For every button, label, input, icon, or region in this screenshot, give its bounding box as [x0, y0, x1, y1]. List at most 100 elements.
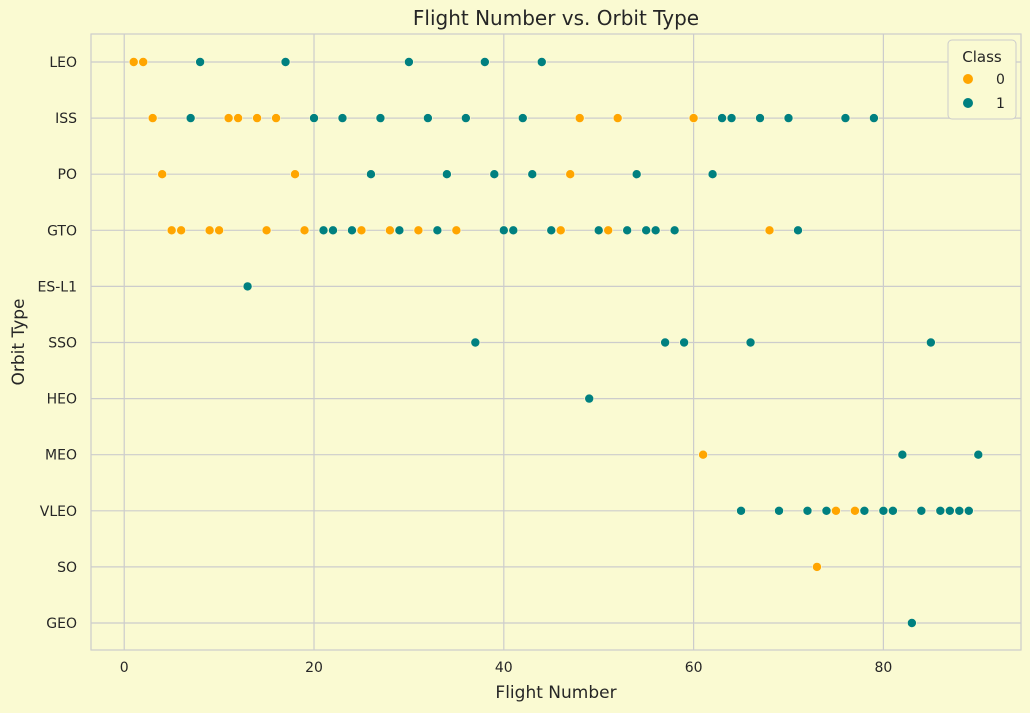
data-point-class-1 [745, 337, 756, 348]
data-point-class-0 [574, 113, 585, 124]
data-point-class-1 [679, 337, 690, 348]
data-point-class-1 [242, 281, 253, 292]
data-point-class-1 [897, 449, 908, 460]
data-point-class-0 [252, 113, 263, 124]
data-point-class-1 [195, 57, 206, 68]
data-point-class-1 [755, 113, 766, 124]
data-point-class-1 [717, 113, 728, 124]
data-point-class-0 [214, 225, 225, 236]
data-point-class-1 [840, 113, 851, 124]
data-point-class-0 [451, 225, 462, 236]
plot-frame [90, 33, 1022, 651]
data-point-class-1 [963, 505, 974, 516]
data-point-class-1 [925, 337, 936, 348]
data-point-class-1 [185, 113, 196, 124]
y-tick-label: HEO [47, 392, 77, 408]
data-point-class-1 [337, 113, 348, 124]
data-point-class-0 [128, 57, 139, 68]
x-tick-label: 20 [305, 660, 323, 676]
data-point-class-0 [565, 169, 576, 180]
data-point-class-1 [309, 113, 320, 124]
data-point-class-1 [944, 505, 955, 516]
data-point-class-1 [669, 225, 680, 236]
data-point-class-1 [441, 169, 452, 180]
data-point-class-0 [157, 169, 168, 180]
data-point-class-1 [792, 225, 803, 236]
legend: Class 0 1 [947, 39, 1017, 120]
data-point-class-0 [830, 505, 841, 516]
data-point-class-1 [916, 505, 927, 516]
x-tick-label: 80 [874, 660, 892, 676]
data-point-class-0 [233, 113, 244, 124]
data-point-class-1 [327, 225, 338, 236]
data-point-class-1 [432, 225, 443, 236]
data-point-class-0 [384, 225, 395, 236]
y-tick-label: GEO [46, 616, 77, 632]
data-point-class-1 [479, 57, 490, 68]
data-point-class-0 [290, 169, 301, 180]
y-tick-label: MEO [45, 448, 77, 464]
data-point-class-1 [346, 225, 357, 236]
x-tick-label: 60 [685, 660, 703, 676]
data-point-class-1 [887, 505, 898, 516]
y-tick-label: SSO [48, 336, 77, 352]
x-tick-label: 40 [495, 660, 513, 676]
data-point-class-1 [736, 505, 747, 516]
data-point-class-1 [489, 169, 500, 180]
data-point-class-0 [356, 225, 367, 236]
data-point-class-0 [555, 225, 566, 236]
data-point-class-1 [859, 505, 870, 516]
data-point-class-1 [783, 113, 794, 124]
data-point-class-0 [223, 113, 234, 124]
y-tick-label: GTO [47, 223, 77, 239]
data-point-class-1 [498, 225, 509, 236]
y-tick-label: ES-L1 [38, 279, 78, 295]
data-point-class-1 [280, 57, 291, 68]
x-axis-label: Flight Number [495, 683, 616, 703]
data-point-class-0 [811, 561, 822, 572]
data-point-class-1 [546, 225, 557, 236]
data-point-class-1 [954, 505, 965, 516]
data-point-class-1 [527, 169, 538, 180]
data-point-class-1 [365, 169, 376, 180]
legend-marker-class-0 [963, 74, 973, 84]
data-point-class-1 [868, 113, 879, 124]
data-point-class-0 [147, 113, 158, 124]
y-tick-label: ISS [55, 111, 77, 127]
data-point-class-1 [707, 169, 718, 180]
data-point-class-1 [508, 225, 519, 236]
data-point-class-0 [603, 225, 614, 236]
legend-title: Class [962, 48, 1002, 66]
y-tick-label: VLEO [40, 504, 77, 520]
data-point-class-0 [299, 225, 310, 236]
grid-lines [91, 34, 1021, 650]
data-point-class-1 [536, 57, 547, 68]
data-point-class-1 [318, 225, 329, 236]
data-point-class-1 [878, 505, 889, 516]
data-point-class-1 [774, 505, 785, 516]
data-point-class-1 [641, 225, 652, 236]
y-tick-label: LEO [49, 55, 77, 71]
y-tick-label: SO [57, 560, 77, 576]
legend-label-class-1: 1 [996, 96, 1005, 112]
data-point-class-0 [612, 113, 623, 124]
data-point-class-0 [166, 225, 177, 236]
data-point-class-1 [726, 113, 737, 124]
x-tick-label: 0 [120, 660, 129, 676]
data-point-class-1 [593, 225, 604, 236]
data-point-class-0 [764, 225, 775, 236]
data-point-class-1 [631, 169, 642, 180]
data-point-class-1 [622, 225, 633, 236]
legend-label-class-0: 0 [996, 72, 1005, 88]
data-point-class-0 [138, 57, 149, 68]
y-axis-label: Orbit Type [9, 298, 29, 385]
y-tick-label: PO [58, 167, 77, 183]
data-point-class-0 [849, 505, 860, 516]
data-point-class-1 [821, 505, 832, 516]
data-point-class-0 [261, 225, 272, 236]
data-point-class-1 [375, 113, 386, 124]
data-point-class-1 [973, 449, 984, 460]
data-point-class-1 [460, 113, 471, 124]
legend-marker-class-1 [963, 98, 973, 108]
